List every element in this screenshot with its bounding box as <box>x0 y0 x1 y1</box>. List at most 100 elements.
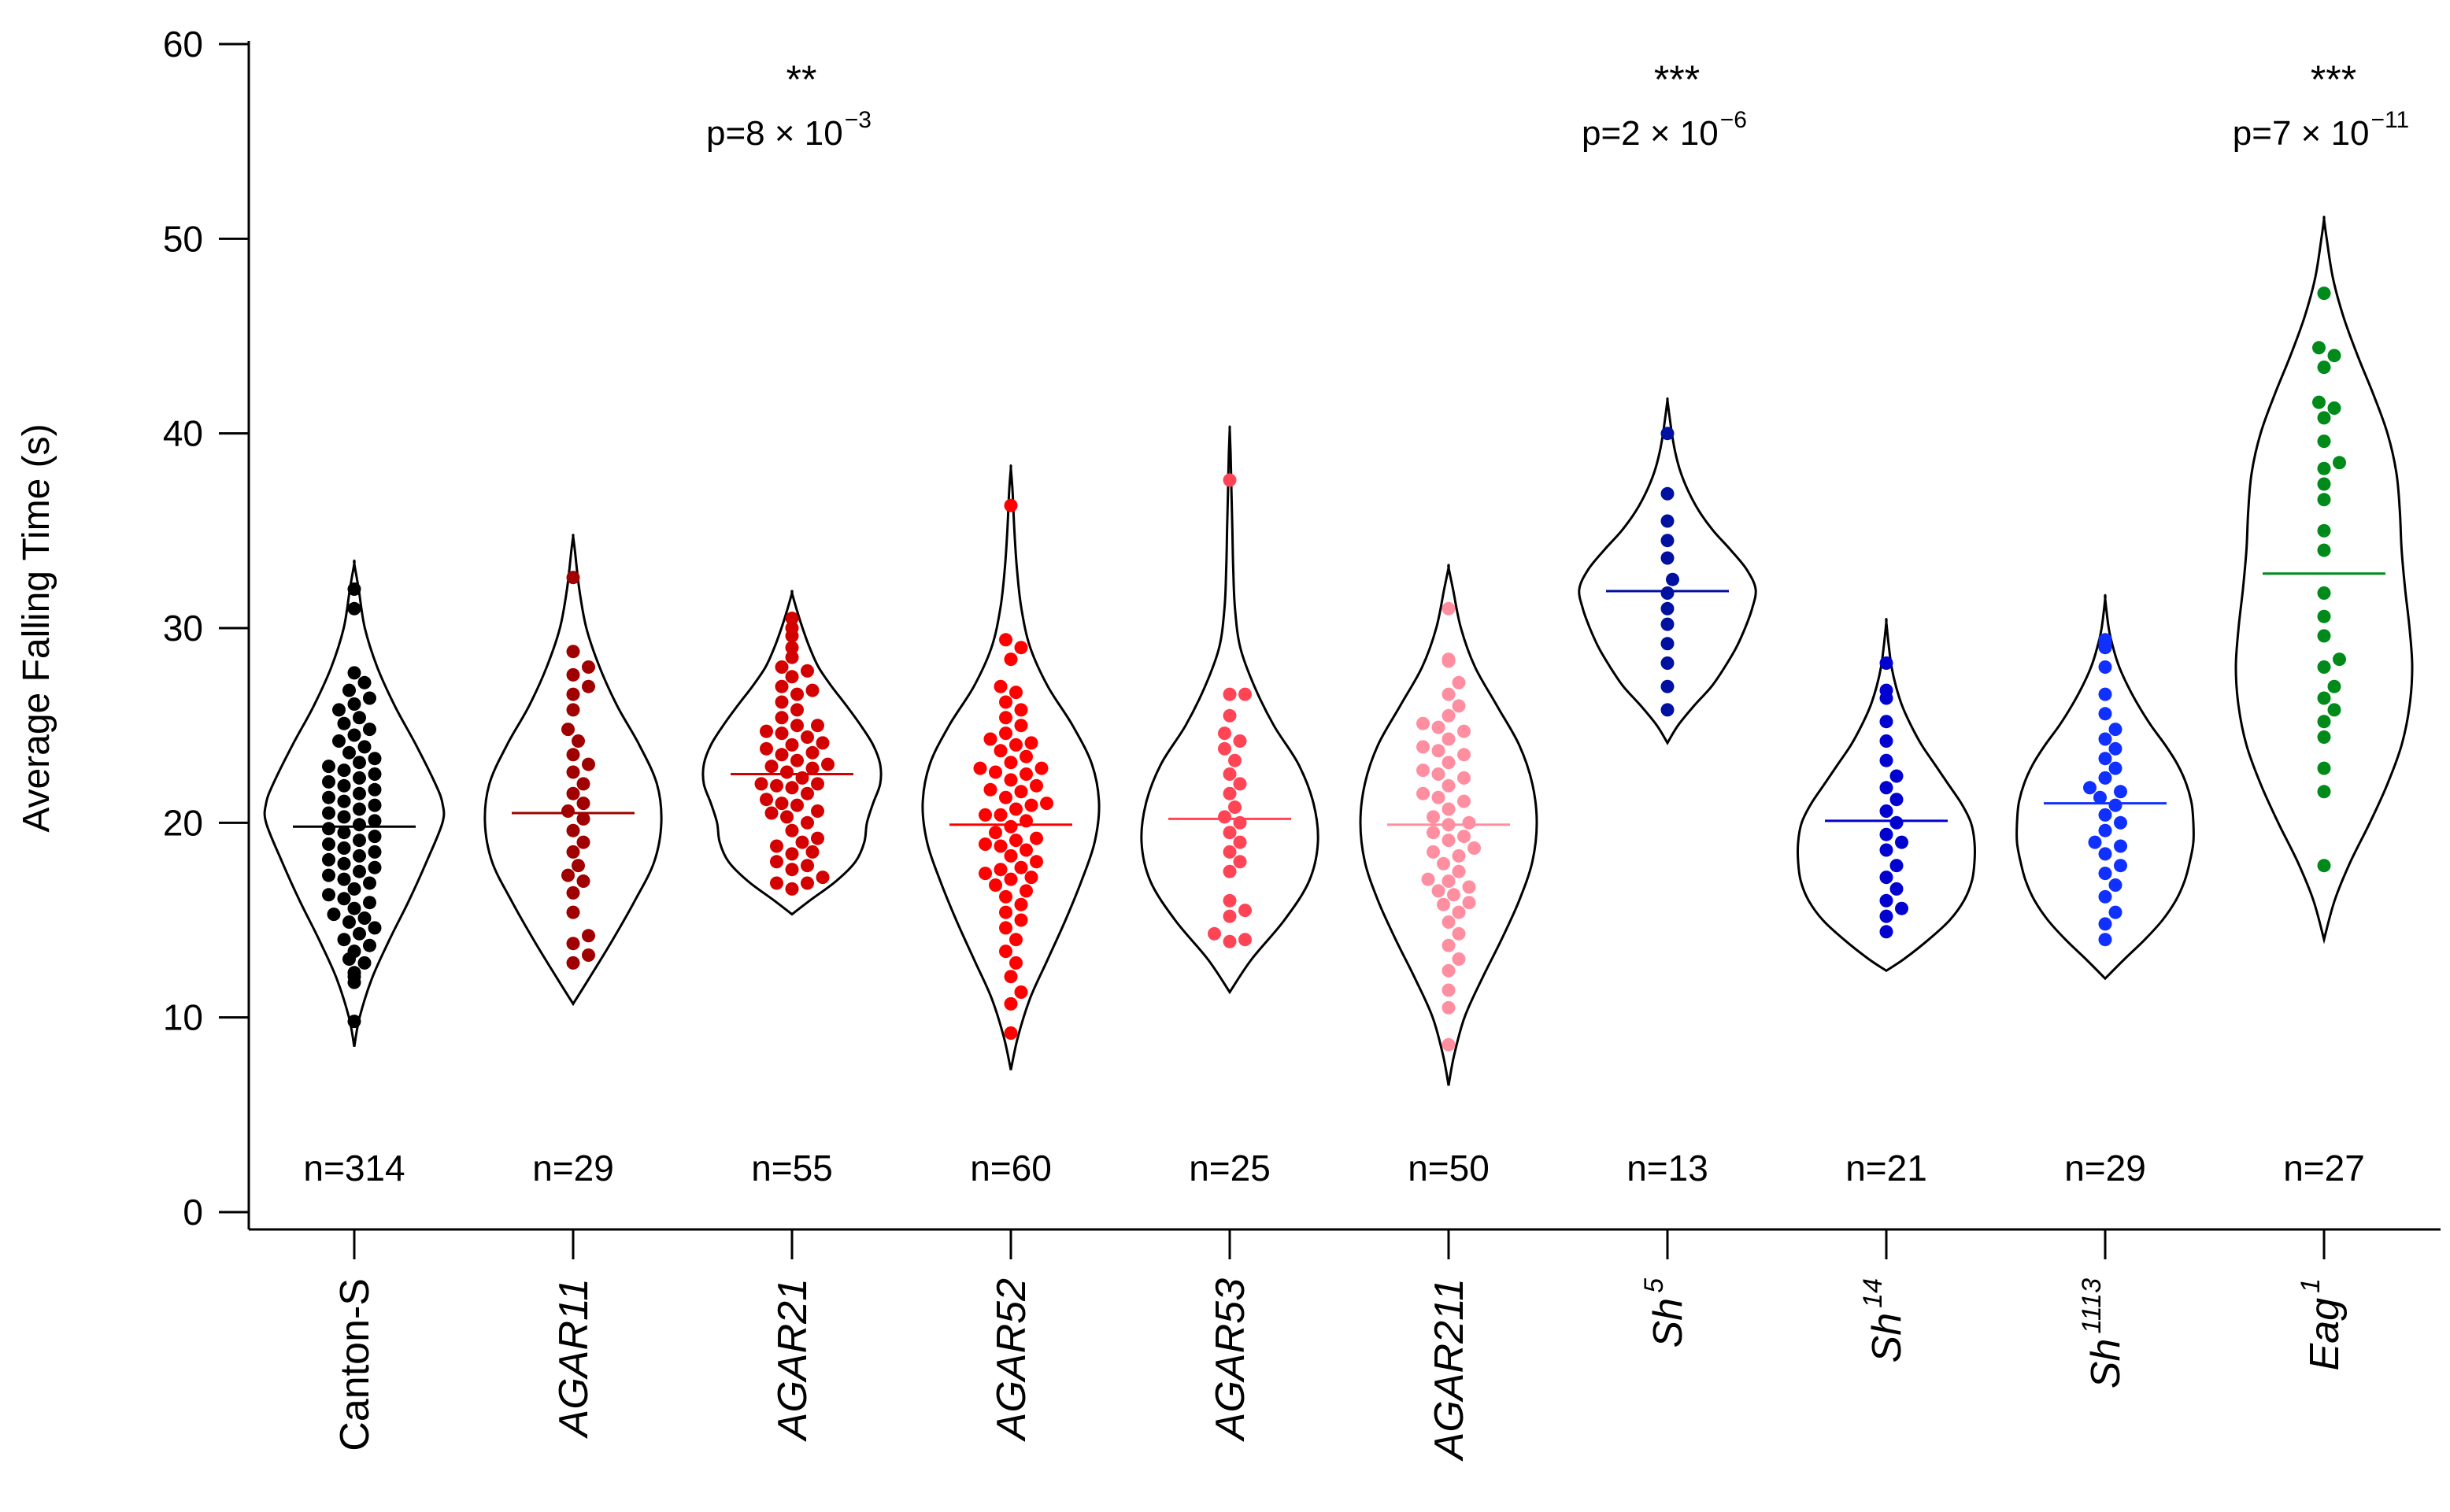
group-6-data-point <box>1660 551 1675 565</box>
group-1-data-point <box>566 956 580 970</box>
group-2-data-point <box>754 777 768 791</box>
group-0-data-point <box>322 868 335 882</box>
group-0-data-point <box>368 752 382 766</box>
group-2-data-point <box>785 612 799 626</box>
group-5-data-point <box>1416 740 1430 754</box>
y-tick-label: 60 <box>163 24 203 65</box>
group-0-data-point <box>337 872 351 886</box>
group-3-data-point <box>1024 871 1038 885</box>
group-7-data-point <box>1889 882 1904 896</box>
group-2-p-value-base: p=8 × 10 <box>706 114 843 153</box>
group-3-data-point <box>1014 703 1028 717</box>
group-9-data-point <box>2317 761 2331 775</box>
group-1-data-point <box>582 679 595 693</box>
group-2-data-point <box>764 760 779 774</box>
group-0-data-point <box>337 841 351 855</box>
group-3-data-point <box>1030 831 1043 845</box>
group-5-data-point <box>1452 952 1466 966</box>
group-2-data-point <box>780 810 794 824</box>
group-2-data-point <box>785 650 799 664</box>
group-9-data-point <box>2327 401 2341 415</box>
group-0-data-point <box>363 938 376 952</box>
group-9-data-point <box>2317 859 2331 873</box>
group-8-data-point <box>2114 859 2127 873</box>
group-3-data-point <box>1009 933 1023 947</box>
group-1-data-point <box>576 797 590 811</box>
group-3-data-point <box>1020 749 1033 763</box>
median-layer <box>293 572 2385 828</box>
group-5-data-point <box>1452 699 1466 713</box>
group-5-data-point <box>1452 848 1466 863</box>
group-3-data-point <box>1009 956 1023 970</box>
group-9-data-point <box>2317 477 2331 491</box>
group-0-data-point <box>368 830 382 844</box>
group-2-data-point <box>775 679 789 693</box>
group-1-n-label: n=29 <box>532 1148 614 1189</box>
group-4-data-point <box>1218 741 1231 756</box>
group-6-data-point <box>1660 679 1675 693</box>
group-0-data-point <box>332 734 346 748</box>
group-2-category-name: AGAR21 <box>770 1278 816 1442</box>
group-1-data-point <box>582 929 595 943</box>
group-9-p-value-base: p=7 × 10 <box>2233 114 2370 153</box>
group-0-data-point <box>337 794 351 808</box>
group-5-data-point <box>1442 687 1456 701</box>
group-3-data-point <box>1009 802 1023 816</box>
group-7-data-point <box>1889 793 1904 807</box>
y-axis-title: Average Falling Time (s) <box>16 423 57 832</box>
group-0-data-point <box>347 697 361 711</box>
group-7-violin <box>1797 618 1976 973</box>
group-4-data-point <box>1218 810 1231 824</box>
group-6-category-label: Sh 5 <box>1639 1278 1691 1348</box>
group-5-data-point <box>1416 786 1430 800</box>
group-1-data-point <box>566 937 580 951</box>
group-0-data-point <box>337 933 351 947</box>
group-3-data-point <box>983 732 997 746</box>
group-0-data-point <box>353 926 366 941</box>
group-5-data-point <box>1442 874 1456 888</box>
group-3-n-label: n=60 <box>970 1148 1052 1189</box>
group-5-data-point <box>1431 790 1445 804</box>
group-4-category-label: AGAR53 <box>1208 1278 1253 1442</box>
group-8-data-point <box>2098 917 2112 931</box>
group-3-data-point <box>1014 985 1028 999</box>
group-8-data-point <box>2108 761 2122 775</box>
group-8-n-label: n=29 <box>2064 1148 2146 1189</box>
group-8-data-point <box>2098 823 2112 837</box>
group-2-data-point <box>785 621 799 635</box>
group-2-data-point <box>790 753 804 767</box>
group-4-data-point <box>1228 800 1242 814</box>
group-3-data-point <box>1014 913 1028 927</box>
group-5-data-point <box>1437 856 1450 871</box>
group-0-data-point <box>332 703 346 717</box>
group-1-data-point <box>566 748 580 762</box>
group-6-data-point <box>1660 514 1675 528</box>
group-2-data-point <box>816 871 830 885</box>
group-1-violin <box>483 534 663 1007</box>
group-0-data-point <box>347 882 361 896</box>
group-6-data-point <box>1660 703 1675 717</box>
group-7-data-point <box>1895 901 1908 915</box>
group-5-data-point <box>1431 884 1445 898</box>
group-2-data-point <box>770 839 783 853</box>
group-3-category-label: AGAR52 <box>989 1278 1034 1442</box>
group-2-data-point <box>770 855 783 869</box>
group-1-category-label: AGAR11 <box>551 1278 597 1439</box>
y-tick-label: 40 <box>163 413 203 454</box>
group-0-data-point <box>342 683 356 697</box>
group-8-data-point <box>2098 687 2112 701</box>
group-0-data-point <box>322 852 335 867</box>
group-1-data-point <box>566 765 580 779</box>
group-5-data-point <box>1442 834 1456 848</box>
group-0-data-point <box>353 771 366 785</box>
group-2-data-point <box>801 730 814 744</box>
group-3-data-point <box>1004 773 1018 787</box>
group-2-data-point <box>790 703 804 717</box>
group-1-data-point <box>566 885 580 900</box>
group-1-data-point <box>582 948 595 962</box>
group-1-data-point <box>566 703 580 717</box>
group-7-data-point <box>1879 893 1893 908</box>
group-8-violin <box>2015 593 2195 981</box>
group-5-data-point <box>1442 778 1456 793</box>
group-2-data-point <box>801 664 814 678</box>
